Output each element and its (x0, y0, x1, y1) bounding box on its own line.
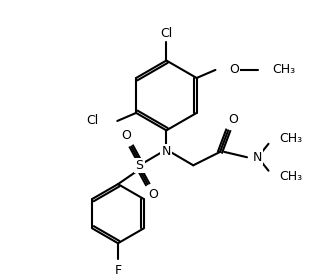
Text: CH₃: CH₃ (279, 170, 302, 183)
Text: O: O (121, 129, 131, 142)
Text: N: N (162, 145, 171, 158)
Text: CH₃: CH₃ (272, 63, 295, 76)
Text: CH₃: CH₃ (279, 132, 302, 145)
Text: S: S (136, 159, 144, 172)
Text: O: O (229, 113, 239, 126)
Text: N: N (252, 151, 262, 164)
Text: F: F (114, 264, 122, 277)
Text: O: O (148, 188, 158, 201)
Text: Cl: Cl (160, 27, 173, 40)
Text: O: O (229, 63, 239, 76)
Text: Cl: Cl (86, 115, 99, 128)
